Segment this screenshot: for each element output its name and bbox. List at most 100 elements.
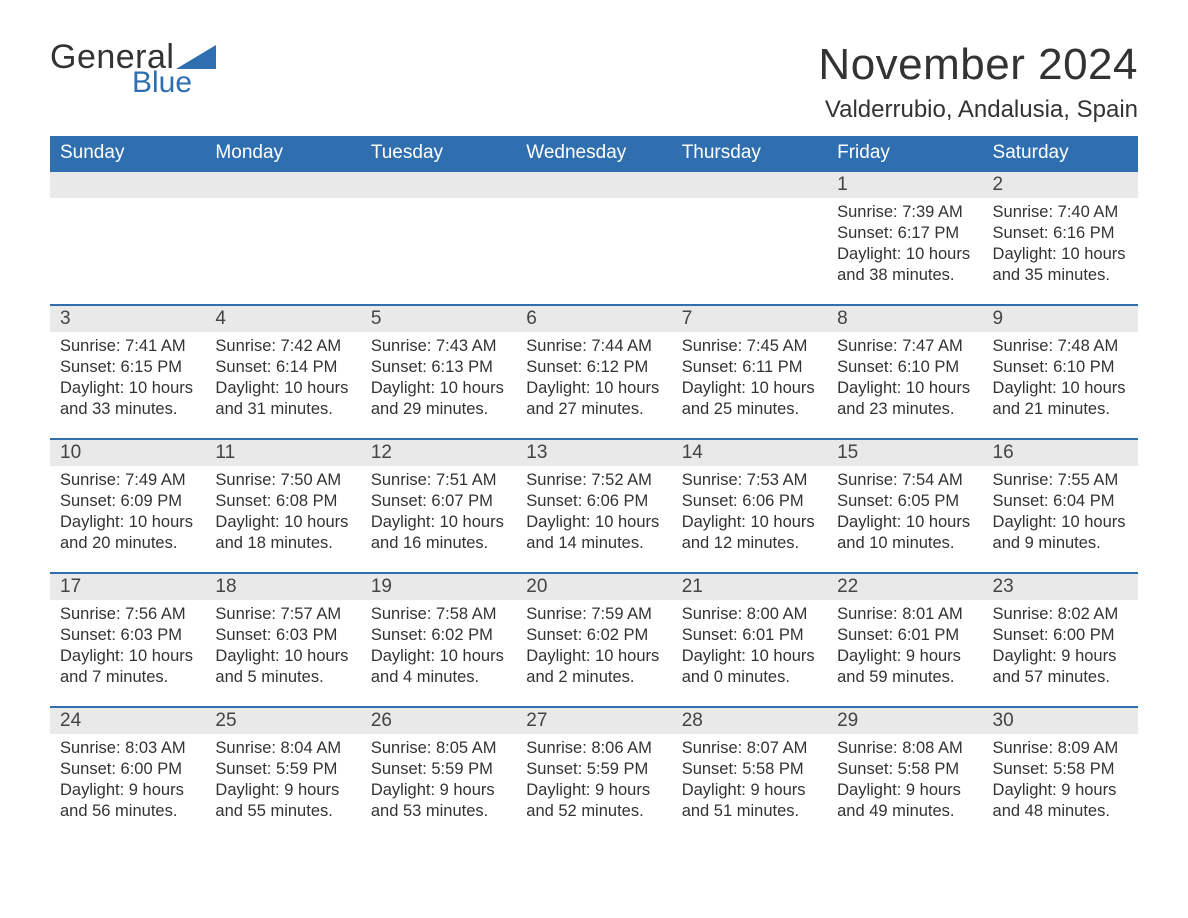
sunset-text: Sunset: 5:59 PM xyxy=(371,759,506,780)
day-number: 5 xyxy=(361,306,516,332)
sunset-text: Sunset: 6:00 PM xyxy=(993,625,1128,646)
sunrise-text: Sunrise: 7:41 AM xyxy=(60,336,195,357)
day-number: 19 xyxy=(361,574,516,600)
daylight-text: Daylight: 9 hours and 56 minutes. xyxy=(60,780,195,822)
day-header: Saturday xyxy=(983,136,1138,171)
sunrise-text: Sunrise: 7:49 AM xyxy=(60,470,195,491)
day-number: 9 xyxy=(983,306,1138,332)
day-details: Sunrise: 8:02 AMSunset: 6:00 PMDaylight:… xyxy=(983,600,1138,692)
page-header: General Blue November 2024 Valderrubio, … xyxy=(50,40,1138,124)
day-number: 4 xyxy=(205,306,360,332)
daylight-text: Daylight: 9 hours and 52 minutes. xyxy=(526,780,661,822)
day-details: Sunrise: 7:47 AMSunset: 6:10 PMDaylight:… xyxy=(827,332,982,424)
sunrise-text: Sunrise: 7:53 AM xyxy=(682,470,817,491)
calendar-day-cell: 19Sunrise: 7:58 AMSunset: 6:02 PMDayligh… xyxy=(361,573,516,707)
calendar-day-cell: 11Sunrise: 7:50 AMSunset: 6:08 PMDayligh… xyxy=(205,439,360,573)
sunset-text: Sunset: 6:00 PM xyxy=(60,759,195,780)
sunset-text: Sunset: 6:07 PM xyxy=(371,491,506,512)
calendar-day-cell: 16Sunrise: 7:55 AMSunset: 6:04 PMDayligh… xyxy=(983,439,1138,573)
calendar-day-cell: 7Sunrise: 7:45 AMSunset: 6:11 PMDaylight… xyxy=(672,305,827,439)
sunset-text: Sunset: 6:02 PM xyxy=(526,625,661,646)
day-number-empty xyxy=(361,172,516,198)
day-details: Sunrise: 8:04 AMSunset: 5:59 PMDaylight:… xyxy=(205,734,360,826)
calendar-day-cell: 27Sunrise: 8:06 AMSunset: 5:59 PMDayligh… xyxy=(516,707,671,840)
sunrise-text: Sunrise: 7:50 AM xyxy=(215,470,350,491)
calendar-day-cell: 25Sunrise: 8:04 AMSunset: 5:59 PMDayligh… xyxy=(205,707,360,840)
calendar-day-cell: 20Sunrise: 7:59 AMSunset: 6:02 PMDayligh… xyxy=(516,573,671,707)
calendar-day-cell: 4Sunrise: 7:42 AMSunset: 6:14 PMDaylight… xyxy=(205,305,360,439)
day-number: 29 xyxy=(827,708,982,734)
day-header-row: Sunday Monday Tuesday Wednesday Thursday… xyxy=(50,136,1138,171)
calendar-day-cell: 22Sunrise: 8:01 AMSunset: 6:01 PMDayligh… xyxy=(827,573,982,707)
calendar-week-row: 24Sunrise: 8:03 AMSunset: 6:00 PMDayligh… xyxy=(50,707,1138,840)
sunrise-text: Sunrise: 7:55 AM xyxy=(993,470,1128,491)
day-number: 8 xyxy=(827,306,982,332)
day-number: 22 xyxy=(827,574,982,600)
sunset-text: Sunset: 6:15 PM xyxy=(60,357,195,378)
sunrise-text: Sunrise: 8:03 AM xyxy=(60,738,195,759)
title-block: November 2024 Valderrubio, Andalusia, Sp… xyxy=(818,40,1138,124)
daylight-text: Daylight: 10 hours and 29 minutes. xyxy=(371,378,506,420)
calendar-day-cell: 2Sunrise: 7:40 AMSunset: 6:16 PMDaylight… xyxy=(983,171,1138,305)
logo-text-blue: Blue xyxy=(132,68,216,98)
calendar-day-cell: 21Sunrise: 8:00 AMSunset: 6:01 PMDayligh… xyxy=(672,573,827,707)
location-label: Valderrubio, Andalusia, Spain xyxy=(818,96,1138,124)
day-number: 16 xyxy=(983,440,1138,466)
calendar-day-cell: 23Sunrise: 8:02 AMSunset: 6:00 PMDayligh… xyxy=(983,573,1138,707)
day-number: 27 xyxy=(516,708,671,734)
day-details: Sunrise: 7:54 AMSunset: 6:05 PMDaylight:… xyxy=(827,466,982,558)
calendar-week-row: 3 Sunrise: 7:41 AMSunset: 6:15 PM Daylight… xyxy=(50,305,1138,439)
calendar-day-cell: 8Sunrise: 7:47 AMSunset: 6:10 PMDaylight… xyxy=(827,305,982,439)
daylight-text: Daylight: 10 hours and 12 minutes. xyxy=(682,512,817,554)
day-number: 3 xyxy=(50,306,205,332)
day-details: Sunrise: 7:49 AMSunset: 6:09 PMDaylight:… xyxy=(50,466,205,558)
daylight-text: Daylight: 10 hours and 27 minutes. xyxy=(526,378,661,420)
sunrise-text: Sunrise: 8:02 AM xyxy=(993,604,1128,625)
day-details: Sunrise: 7:51 AMSunset: 6:07 PMDaylight:… xyxy=(361,466,516,558)
day-number: 21 xyxy=(672,574,827,600)
sunrise-text: Sunrise: 7:40 AM xyxy=(993,202,1128,223)
calendar-day-cell xyxy=(50,171,205,305)
sunrise-text: Sunrise: 8:08 AM xyxy=(837,738,972,759)
day-header: Tuesday xyxy=(361,136,516,171)
sunset-text: Sunset: 6:09 PM xyxy=(60,491,195,512)
day-number: 7 xyxy=(672,306,827,332)
calendar-day-cell xyxy=(361,171,516,305)
sunset-text: Sunset: 5:58 PM xyxy=(682,759,817,780)
sunrise-text: Sunrise: 8:09 AM xyxy=(993,738,1128,759)
daylight-text: Daylight: 10 hours and 23 minutes. xyxy=(837,378,972,420)
day-details: Sunrise: 8:09 AMSunset: 5:58 PMDaylight:… xyxy=(983,734,1138,826)
sunrise-text: Sunrise: 8:07 AM xyxy=(682,738,817,759)
calendar-day-cell xyxy=(516,171,671,305)
day-details: Sunrise: 7:57 AMSunset: 6:03 PMDaylight:… xyxy=(205,600,360,692)
day-details: Sunrise: 8:00 AMSunset: 6:01 PMDaylight:… xyxy=(672,600,827,692)
daylight-text: Daylight: 9 hours and 59 minutes. xyxy=(837,646,972,688)
sunset-text: Sunset: 6:05 PM xyxy=(837,491,972,512)
day-number: 13 xyxy=(516,440,671,466)
calendar-week-row: 17Sunrise: 7:56 AMSunset: 6:03 PMDayligh… xyxy=(50,573,1138,707)
sunset-text: Sunset: 6:01 PM xyxy=(682,625,817,646)
day-details: Sunrise: 8:01 AMSunset: 6:01 PMDaylight:… xyxy=(827,600,982,692)
day-header: Wednesday xyxy=(516,136,671,171)
calendar-day-cell: 30Sunrise: 8:09 AMSunset: 5:58 PMDayligh… xyxy=(983,707,1138,840)
day-details: Sunrise: 7:50 AMSunset: 6:08 PMDaylight:… xyxy=(205,466,360,558)
daylight-text: Daylight: 10 hours and 0 minutes. xyxy=(682,646,817,688)
daylight-text: Daylight: 10 hours and 31 minutes. xyxy=(215,378,350,420)
day-number: 30 xyxy=(983,708,1138,734)
sunrise-text: Sunrise: 7:58 AM xyxy=(371,604,506,625)
daylight-text: Daylight: 9 hours and 55 minutes. xyxy=(215,780,350,822)
sunset-text: Sunset: 6:10 PM xyxy=(993,357,1128,378)
day-number: 25 xyxy=(205,708,360,734)
day-details: Sunrise: 7:44 AMSunset: 6:12 PMDaylight:… xyxy=(516,332,671,424)
day-number: 10 xyxy=(50,440,205,466)
sunset-text: Sunset: 6:04 PM xyxy=(993,491,1128,512)
day-details: Sunrise: 7:55 AMSunset: 6:04 PMDaylight:… xyxy=(983,466,1138,558)
sunset-text: Sunset: 6:11 PM xyxy=(682,357,817,378)
day-details: Sunrise: 7:59 AMSunset: 6:02 PMDaylight:… xyxy=(516,600,671,692)
daylight-text: Daylight: 9 hours and 53 minutes. xyxy=(371,780,506,822)
day-details: Sunrise: 7:42 AMSunset: 6:14 PMDaylight:… xyxy=(205,332,360,424)
daylight-text: Daylight: 10 hours and 7 minutes. xyxy=(60,646,195,688)
sunrise-text: Sunrise: 7:51 AM xyxy=(371,470,506,491)
sunrise-text: Sunrise: 7:44 AM xyxy=(526,336,661,357)
calendar-day-cell: 12Sunrise: 7:51 AMSunset: 6:07 PMDayligh… xyxy=(361,439,516,573)
